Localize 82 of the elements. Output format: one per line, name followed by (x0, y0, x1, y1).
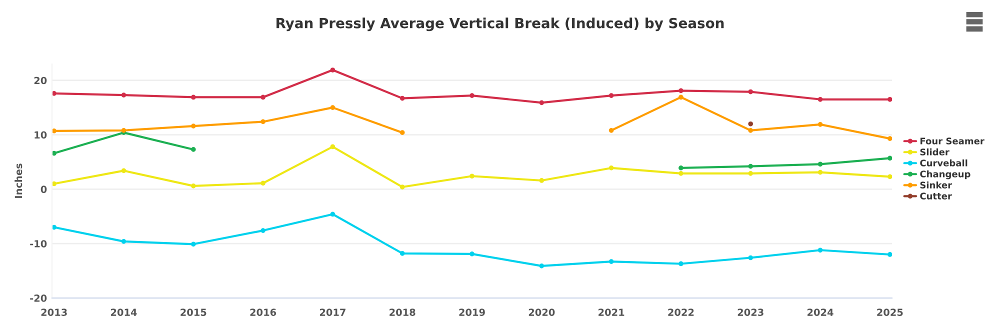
x-tick-label: 2019 (459, 308, 485, 316)
point (190, 94, 196, 100)
y-tick-label: 10 (34, 131, 47, 139)
point (400, 250, 405, 256)
point (748, 170, 754, 176)
point (190, 124, 196, 128)
y-tick-label: 0 (40, 186, 47, 194)
x-tick-label: 2014 (110, 308, 137, 316)
point (887, 136, 892, 142)
point (121, 128, 126, 133)
point (748, 128, 754, 133)
point (260, 94, 266, 100)
point (608, 259, 614, 264)
point (748, 164, 754, 169)
point (330, 212, 336, 217)
x-tick-label: 2023 (738, 308, 764, 316)
legend-label: Changeup (920, 170, 970, 180)
x-tick-label: 2022 (668, 308, 694, 316)
point (748, 89, 754, 94)
point (400, 130, 405, 136)
point (470, 174, 474, 179)
point (887, 156, 892, 161)
point (470, 93, 474, 98)
legend-label: Slider (920, 148, 950, 156)
x-tick-label: 2024 (808, 308, 834, 316)
point (887, 252, 892, 257)
point (330, 144, 336, 150)
point (121, 92, 126, 98)
point (52, 128, 57, 134)
point (400, 96, 405, 101)
point (330, 68, 336, 72)
point (678, 94, 684, 100)
x-tick-label: 2025 (877, 308, 903, 316)
point (539, 178, 544, 183)
point (400, 184, 405, 190)
point (330, 105, 336, 110)
point (190, 183, 196, 188)
point (539, 100, 544, 106)
point (539, 263, 544, 268)
point (678, 166, 684, 170)
point (818, 170, 823, 175)
point (52, 224, 57, 230)
y-tick-label: -10 (30, 240, 47, 248)
legend-label: Curveball (920, 159, 968, 166)
point (678, 88, 684, 94)
x-tick-label: 2021 (598, 308, 624, 316)
x-tick-label: 2013 (41, 308, 67, 316)
y-tick-label: 20 (34, 76, 47, 84)
point (818, 248, 823, 253)
y-tick-label: -20 (30, 294, 47, 302)
x-tick-label: 2016 (250, 308, 276, 316)
point (818, 122, 823, 127)
point (608, 93, 614, 98)
point (260, 119, 266, 124)
x-tick-label: 2020 (528, 308, 555, 316)
point (887, 174, 892, 180)
point (678, 261, 684, 266)
point (52, 90, 57, 96)
point (470, 252, 474, 256)
point (52, 181, 57, 186)
x-tick-label: 2018 (390, 308, 416, 316)
point (121, 168, 126, 174)
point (121, 239, 126, 244)
point (748, 255, 754, 260)
point (52, 150, 57, 156)
legend-label: Four Seamer (920, 138, 984, 144)
point (887, 96, 892, 102)
point (190, 147, 196, 152)
y-axis-title: Inches (14, 164, 22, 198)
point (190, 242, 196, 247)
point (260, 228, 266, 233)
point (818, 162, 823, 167)
point (608, 166, 614, 170)
x-tick-label: 2015 (180, 308, 206, 316)
x-tick-label: 2017 (320, 308, 346, 316)
point (608, 128, 614, 133)
chart-title: Ryan Pressly Average Vertical Break (Induced) by Season (276, 18, 724, 32)
point (678, 170, 684, 176)
legend-label: Sinker (920, 181, 952, 188)
point (260, 180, 266, 186)
legend-label: Cutter (920, 192, 952, 200)
point (818, 96, 823, 102)
